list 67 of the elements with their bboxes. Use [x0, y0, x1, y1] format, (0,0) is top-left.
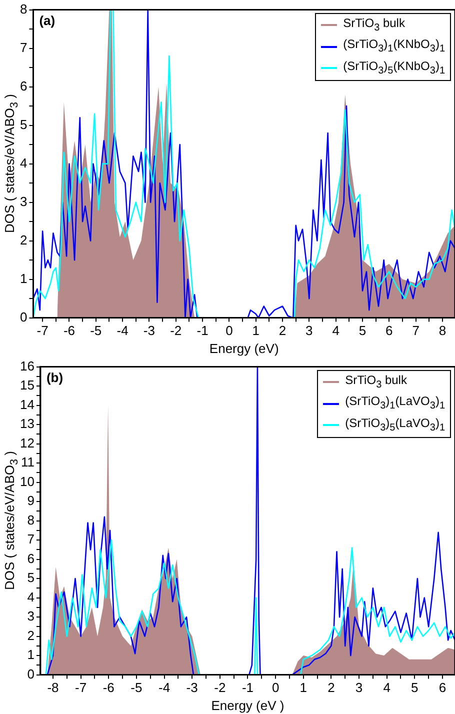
- annotation: (b): [46, 370, 64, 385]
- x-tick-label: 0: [226, 323, 233, 338]
- y-tick-label: 12: [20, 435, 34, 450]
- y-tick-label: 11: [20, 454, 34, 470]
- x-tick-label: -3: [143, 323, 155, 338]
- y-tick-label: 16: [20, 358, 34, 374]
- y-tick-label: 3: [27, 608, 34, 624]
- y-tick-label: 1: [27, 647, 34, 662]
- x-tick-label: -2: [214, 680, 226, 696]
- legend-label: SrTiO$_{3}$ bulk: [345, 372, 407, 392]
- x-tick-label: 8: [438, 323, 446, 338]
- x-tick-label: -5: [90, 323, 102, 338]
- y-tick-label: 9: [27, 493, 34, 508]
- x-tick-label: -3: [186, 680, 198, 696]
- x-tick-label: 5: [358, 323, 366, 338]
- y-tick-label: 15: [20, 378, 34, 393]
- x-tick-label: 2: [278, 323, 286, 338]
- x-tick-label: -1: [196, 323, 208, 338]
- x-tick-label: 2: [328, 680, 335, 696]
- x-tick-label: 6: [438, 680, 446, 696]
- x-tick-label: 1: [300, 680, 307, 696]
- y-tick-label: 0: [20, 309, 28, 324]
- x-tick-label: 7: [412, 323, 420, 338]
- legend-label: (SrTiO$_{3}$)$_{5}$(KNbO$_{3}$)$_{1}$: [343, 58, 445, 78]
- y-tick-label: 7: [20, 40, 28, 55]
- x-tick-label: -2: [170, 323, 182, 338]
- x-tick-label: -7: [36, 323, 48, 338]
- x-tick-label: 6: [386, 323, 393, 338]
- x-tick-label: -8: [47, 680, 59, 696]
- x-axis-title: Energy (eV ): [211, 698, 284, 713]
- y-tick-label: 7: [27, 532, 34, 547]
- x-tick-label: 0: [272, 680, 280, 696]
- y-tick-label: 5: [20, 116, 28, 132]
- y-tick-label: 2: [27, 628, 34, 643]
- legend-label: (SrTiO$_{3}$)$_{1}$(KNbO$_{3}$)$_{1}$: [343, 36, 445, 57]
- x-tick-label: 3: [355, 680, 363, 696]
- y-tick-label: 10: [20, 474, 34, 489]
- y-tick-label: 13: [20, 416, 34, 432]
- x-tick-label: -7: [75, 680, 87, 696]
- y-tick-label: 14: [20, 396, 34, 412]
- x-tick-label: 4: [332, 323, 340, 338]
- x-tick-label: 4: [383, 680, 390, 696]
- legend-label: SrTiO$_{3}$ bulk: [343, 14, 405, 36]
- x-tick-label: 3: [306, 323, 313, 338]
- y-tick-label: 0: [27, 666, 34, 682]
- y-tick-label: 1: [20, 270, 28, 286]
- y-tick-label: 6: [20, 78, 28, 94]
- annotation: (a): [39, 12, 56, 28]
- x-tick-label: -5: [130, 680, 142, 696]
- x-tick-label: 1: [252, 323, 260, 338]
- x-tick-label: -1: [242, 680, 254, 696]
- y-tick-label: 4: [27, 589, 34, 604]
- y-tick-label: 8: [27, 512, 34, 528]
- y-tick-label: 8: [20, 1, 28, 16]
- x-tick-label: 5: [411, 680, 418, 696]
- y-tick-label: 3: [20, 194, 28, 209]
- y-tick-label: 5: [27, 570, 34, 586]
- x-tick-label: -4: [116, 323, 128, 338]
- y-tick-label: 4: [20, 155, 28, 170]
- x-axis-title: Energy (eV): [209, 340, 279, 356]
- y-tick-label: 2: [20, 232, 28, 248]
- x-tick-label: -6: [63, 323, 76, 338]
- y-tick-label: 6: [27, 550, 34, 566]
- legend-label: (SrTiO$_{3}$)$_{5}$(LaVO$_{3}$)$_{1}$: [345, 414, 445, 435]
- legend-label: (SrTiO$_{3}$)$_{1}$(LaVO$_{3}$)$_{1}$: [345, 393, 445, 414]
- x-tick-label: -6: [102, 680, 114, 696]
- x-tick-label: -4: [158, 680, 170, 696]
